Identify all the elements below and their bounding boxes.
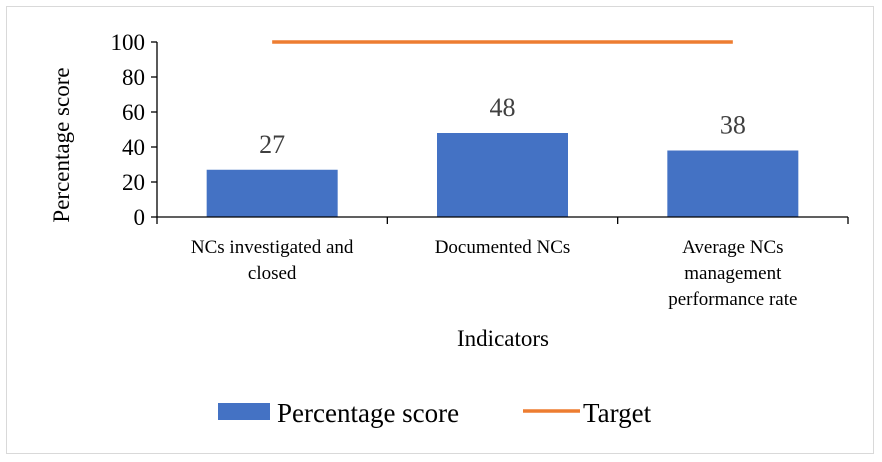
category-labels: NCs investigated and closed Documented NCs…: [191, 237, 798, 310]
x-tick-label: Documented NCs: [435, 237, 571, 258]
y-tick-label: 80: [122, 65, 145, 90]
x-tick-label: management: [684, 263, 782, 284]
bar: [206, 169, 338, 217]
data-labels: 27 48 38: [259, 93, 746, 159]
y-tick-label: 0: [134, 205, 146, 230]
bar: [437, 133, 568, 217]
x-tick-label: closed: [248, 263, 297, 284]
y-tick-label: 20: [122, 170, 145, 195]
legend-swatch-percentage-score: [218, 403, 270, 420]
x-tick-label: NCs investigated and: [191, 237, 354, 258]
y-tick-label: 60: [122, 100, 145, 125]
bars: [206, 133, 799, 217]
x-axis-title: Indicators: [457, 326, 549, 351]
x-tick-label: performance rate: [668, 289, 797, 310]
x-axis-ticks: [156, 217, 849, 224]
legend: Percentage score Target: [218, 398, 652, 428]
chart-frame: [6, 6, 874, 454]
y-tick-label: 40: [122, 135, 145, 160]
legend-label-percentage-score: Percentage score: [277, 398, 459, 428]
y-axis-ticks: 0 20 40 60 80 100: [111, 30, 157, 230]
y-axis-title: Percentage score: [49, 67, 74, 222]
data-label: 27: [259, 130, 285, 159]
x-tick-label: Average NCs: [682, 237, 783, 258]
legend-label-target: Target: [583, 398, 652, 428]
y-tick-label: 100: [111, 30, 146, 55]
data-label: 48: [490, 93, 516, 122]
data-label: 38: [720, 111, 746, 140]
bar: [667, 150, 799, 217]
